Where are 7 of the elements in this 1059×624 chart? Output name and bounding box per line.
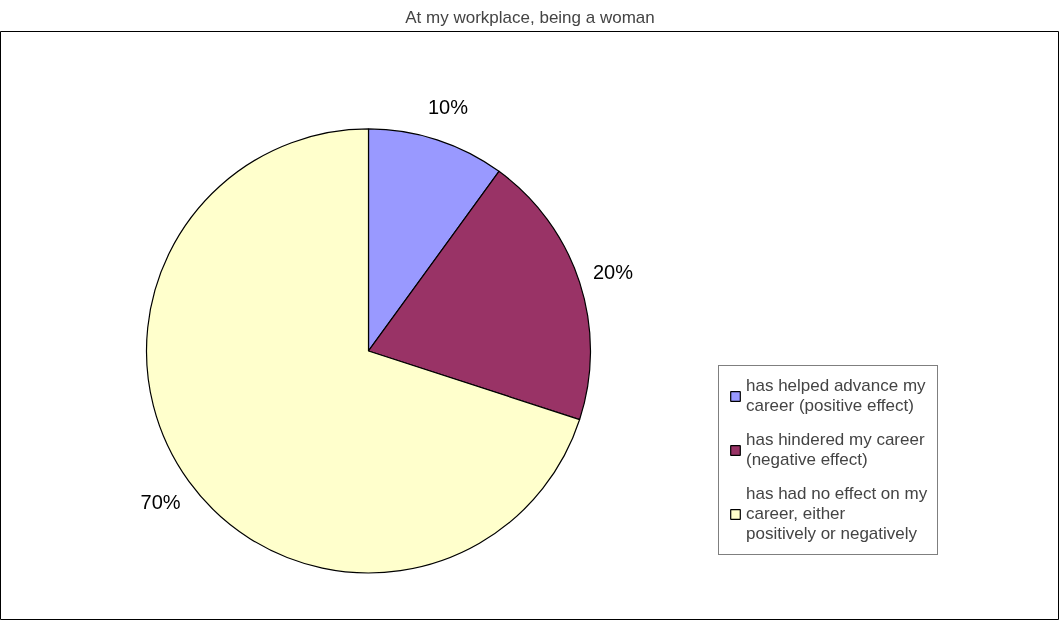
data-label: 70%: [140, 490, 181, 513]
legend-label: has helped advance my career (positive effect): [746, 376, 926, 416]
legend-label: has hindered my career (negative effect): [746, 430, 925, 470]
legend-label: has had no effect on my career, either positively or negatively: [746, 484, 928, 544]
data-label: 20%: [592, 260, 634, 283]
data-label: 10%: [427, 95, 469, 118]
chart-title: At my workplace, being a woman: [405, 7, 655, 27]
